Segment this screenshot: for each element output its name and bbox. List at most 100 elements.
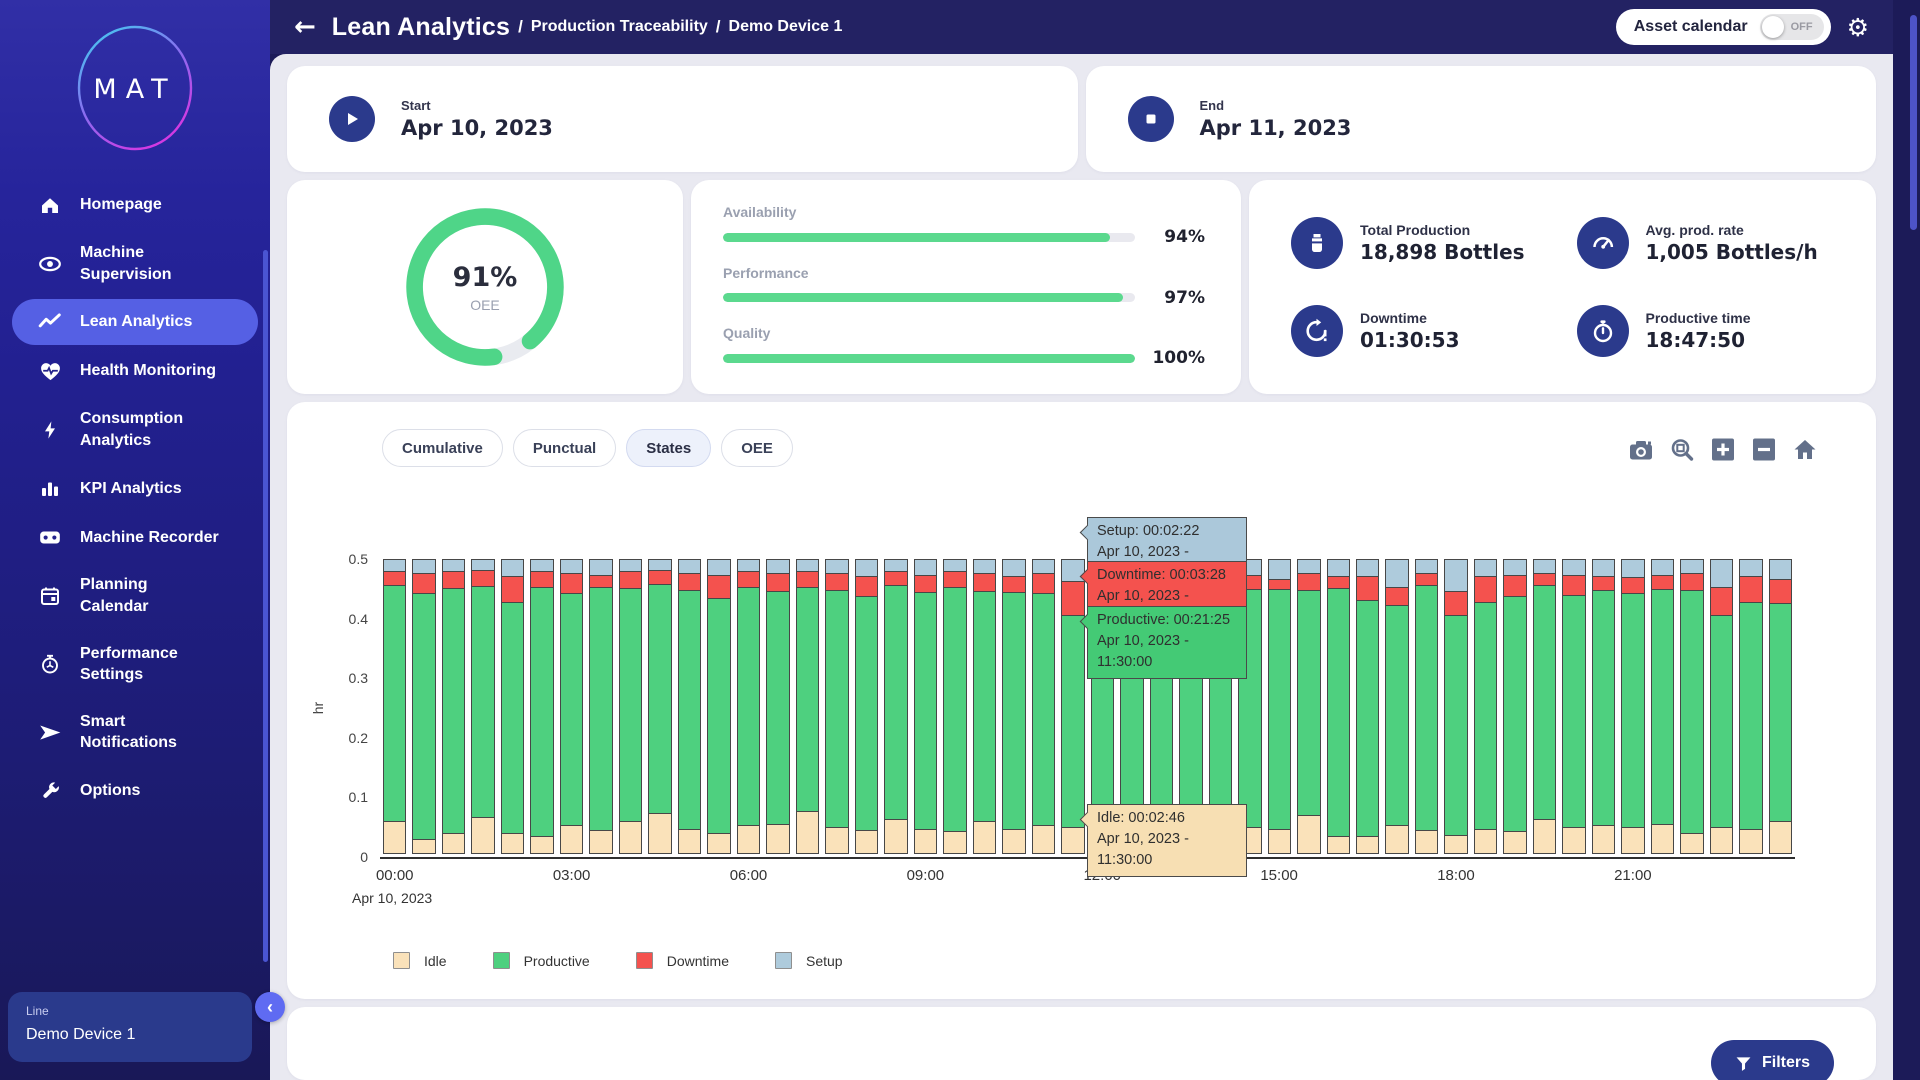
sidebar: MAT Homepage Machine Supervision Lean Analy… — [0, 0, 285, 1080]
legend-item-setup[interactable]: Setup — [774, 952, 843, 969]
kpi-label: Downtime — [1360, 310, 1427, 326]
sidebar-item-smart-notifications[interactable]: Smart Notifications — [12, 700, 258, 765]
x-tick: 21:00 — [1614, 867, 1652, 884]
camera-icon[interactable] — [1628, 436, 1654, 462]
sidebar-item-kpi-analytics[interactable]: KPI Analytics — [12, 465, 258, 511]
metric-performance: Performance 97% — [723, 265, 1205, 308]
state-bar-07:00[interactable] — [795, 559, 820, 857]
state-bar-05:30[interactable] — [707, 559, 731, 857]
asset-calendar-toggle[interactable]: OFF — [1759, 14, 1824, 40]
legend-item-productive[interactable]: Productive — [492, 952, 590, 969]
state-bar-02:30[interactable] — [530, 559, 554, 857]
sidebar-item-homepage[interactable]: Homepage — [12, 182, 258, 228]
tab-cumulative[interactable]: Cumulative — [382, 429, 503, 467]
state-bar-21:30[interactable] — [1650, 559, 1675, 857]
state-bar-18:30[interactable] — [1473, 559, 1498, 857]
state-bar-21:00[interactable] — [1621, 559, 1645, 857]
state-bar-03:30[interactable] — [589, 559, 613, 857]
sidebar-item-performance-settings[interactable]: Performance Settings — [12, 632, 258, 697]
breadcrumb-item: Demo Device 1 — [728, 18, 843, 35]
state-bar-18:00[interactable] — [1444, 559, 1468, 857]
tab-states[interactable]: States — [626, 429, 712, 467]
sidebar-scrollbar[interactable] — [263, 250, 268, 962]
line-selector-card[interactable]: Line Demo Device 1 — [8, 992, 252, 1062]
state-bar-22:00[interactable] — [1680, 559, 1704, 857]
state-bar-16:00[interactable] — [1326, 559, 1350, 857]
tab-oee[interactable]: OEE — [721, 429, 793, 467]
state-bar-10:00[interactable] — [972, 559, 997, 857]
sidebar-item-consumption-analytics[interactable]: Consumption Analytics — [12, 397, 258, 462]
state-bar-06:00[interactable] — [736, 559, 761, 857]
state-bar-03:00[interactable] — [559, 559, 584, 857]
sidebar-item-lean-analytics[interactable]: Lean Analytics — [12, 299, 258, 346]
asset-calendar-pill[interactable]: Asset calendar OFF — [1615, 9, 1831, 45]
state-bar-17:00[interactable] — [1385, 559, 1409, 857]
end-date-card[interactable]: End Apr 11, 2023 — [1085, 66, 1876, 172]
send-icon — [38, 720, 62, 744]
state-bar-10:30[interactable] — [1002, 559, 1026, 857]
state-bar-20:00[interactable] — [1562, 559, 1586, 857]
page-scrollbar-thumb[interactable] — [1910, 15, 1917, 230]
state-bar-16:30[interactable] — [1355, 559, 1380, 857]
state-bar-09:00[interactable] — [913, 559, 938, 857]
state-bar-02:00[interactable] — [500, 559, 525, 857]
state-bar-04:30[interactable] — [648, 559, 672, 857]
state-bar-15:00[interactable] — [1267, 559, 1292, 857]
state-bar-23:30[interactable] — [1768, 559, 1793, 857]
state-bar-07:30[interactable] — [825, 559, 849, 857]
sidebar-item-health-monitoring[interactable]: Health Monitoring — [12, 348, 258, 394]
state-bar-22:30[interactable] — [1709, 559, 1734, 857]
state-bar-17:30[interactable] — [1414, 559, 1439, 857]
x-tick: 06:00 — [729, 867, 768, 884]
state-bar-11:30[interactable] — [1061, 559, 1085, 857]
state-bar-09:30[interactable] — [943, 559, 967, 857]
sidebar-item-options[interactable]: Options — [12, 768, 258, 814]
filters-button[interactable]: Filters — [1710, 1040, 1834, 1080]
legend-swatch — [393, 952, 410, 969]
sidebar-item-planning-calendar[interactable]: Planning Calendar — [12, 563, 258, 628]
state-bar-19:30[interactable] — [1532, 559, 1557, 857]
gear-icon[interactable]: ⚙ — [1846, 12, 1869, 42]
state-bar-05:00[interactable] — [677, 559, 702, 857]
state-bar-06:30[interactable] — [766, 559, 790, 857]
y-tick: 0 — [360, 849, 368, 865]
sidebar-item-label: Lean Analytics — [80, 313, 193, 331]
state-bar-01:30[interactable] — [471, 559, 495, 857]
start-label: Start — [401, 98, 431, 113]
segment-productive — [1061, 614, 1085, 828]
tab-punctual[interactable]: Punctual — [512, 429, 617, 467]
state-bar-08:00[interactable] — [854, 559, 879, 857]
state-bar-04:00[interactable] — [618, 559, 643, 857]
zoom-out-icon[interactable] — [1751, 436, 1777, 462]
sidebar-item-machine-supervision[interactable]: Machine Supervision — [12, 231, 258, 296]
state-bar-08:30[interactable] — [884, 559, 908, 857]
home-reset-icon[interactable] — [1792, 436, 1818, 462]
zoom-box-icon[interactable] — [1669, 436, 1695, 462]
segment-productive — [972, 590, 997, 823]
legend-item-idle[interactable]: Idle — [393, 952, 447, 969]
state-bar-01:00[interactable] — [441, 559, 466, 857]
state-bar-20:30[interactable] — [1591, 559, 1616, 857]
sidebar-item-label: Health Monitoring — [80, 362, 216, 380]
segment-setup — [412, 559, 436, 574]
segment-productive — [736, 586, 761, 827]
segment-idle — [1061, 826, 1085, 854]
sidebar-item-machine-recorder[interactable]: Machine Recorder — [12, 514, 258, 560]
start-date-card[interactable]: Start Apr 10, 2023 — [287, 66, 1078, 172]
back-arrow-icon[interactable]: ← — [294, 12, 316, 42]
sidebar-collapse-button[interactable]: ‹ — [255, 992, 285, 1022]
calendar-icon — [38, 584, 62, 608]
state-bar-00:30[interactable] — [412, 559, 436, 857]
play-icon — [329, 96, 375, 142]
state-bar-11:00[interactable] — [1031, 559, 1056, 857]
kpi-value: 18:47:50 — [1645, 328, 1746, 352]
kpi-downtime: Downtime 01:30:53 — [1291, 298, 1571, 364]
state-bar-23:00[interactable] — [1739, 559, 1763, 857]
legend-item-downtime[interactable]: Downtime — [635, 952, 729, 969]
zoom-in-icon[interactable] — [1710, 436, 1736, 462]
state-bar-15:30[interactable] — [1297, 559, 1321, 857]
state-bar-19:00[interactable] — [1503, 559, 1527, 857]
segment-idle — [1473, 828, 1498, 854]
segment-setup — [825, 559, 849, 574]
state-bar-00:00[interactable] — [383, 559, 407, 857]
